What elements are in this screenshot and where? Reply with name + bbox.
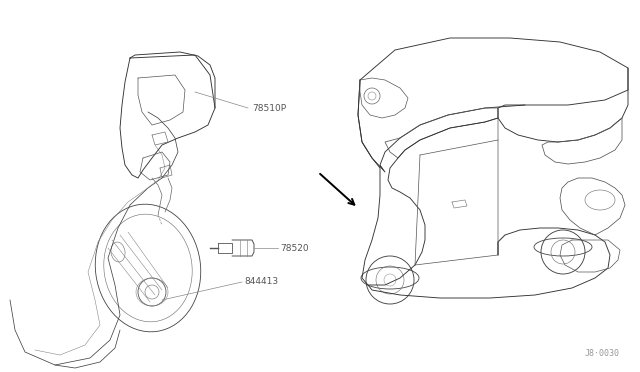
Text: J8·0030: J8·0030	[585, 349, 620, 358]
Text: 78510P: 78510P	[252, 103, 286, 112]
Text: 78520: 78520	[280, 244, 308, 253]
Text: 844413: 844413	[244, 276, 278, 285]
